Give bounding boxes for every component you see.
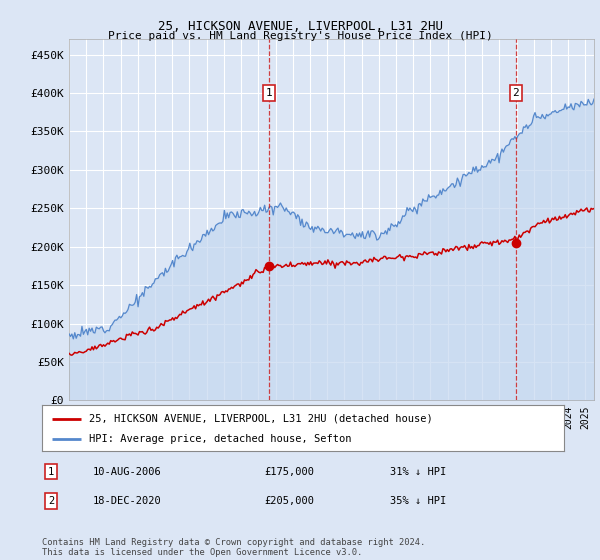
Text: £205,000: £205,000	[264, 496, 314, 506]
Text: Price paid vs. HM Land Registry's House Price Index (HPI): Price paid vs. HM Land Registry's House …	[107, 31, 493, 41]
Text: 1: 1	[48, 466, 54, 477]
Text: 1: 1	[266, 88, 272, 98]
Text: 10-AUG-2006: 10-AUG-2006	[93, 466, 162, 477]
Text: 35% ↓ HPI: 35% ↓ HPI	[390, 496, 446, 506]
Text: 2: 2	[48, 496, 54, 506]
Text: 2: 2	[512, 88, 519, 98]
Text: HPI: Average price, detached house, Sefton: HPI: Average price, detached house, Seft…	[89, 435, 352, 444]
Text: Contains HM Land Registry data © Crown copyright and database right 2024.
This d: Contains HM Land Registry data © Crown c…	[42, 538, 425, 557]
Text: 31% ↓ HPI: 31% ↓ HPI	[390, 466, 446, 477]
Text: 25, HICKSON AVENUE, LIVERPOOL, L31 2HU: 25, HICKSON AVENUE, LIVERPOOL, L31 2HU	[157, 20, 443, 32]
Text: 25, HICKSON AVENUE, LIVERPOOL, L31 2HU (detached house): 25, HICKSON AVENUE, LIVERPOOL, L31 2HU (…	[89, 414, 433, 424]
Text: 18-DEC-2020: 18-DEC-2020	[93, 496, 162, 506]
Text: £175,000: £175,000	[264, 466, 314, 477]
